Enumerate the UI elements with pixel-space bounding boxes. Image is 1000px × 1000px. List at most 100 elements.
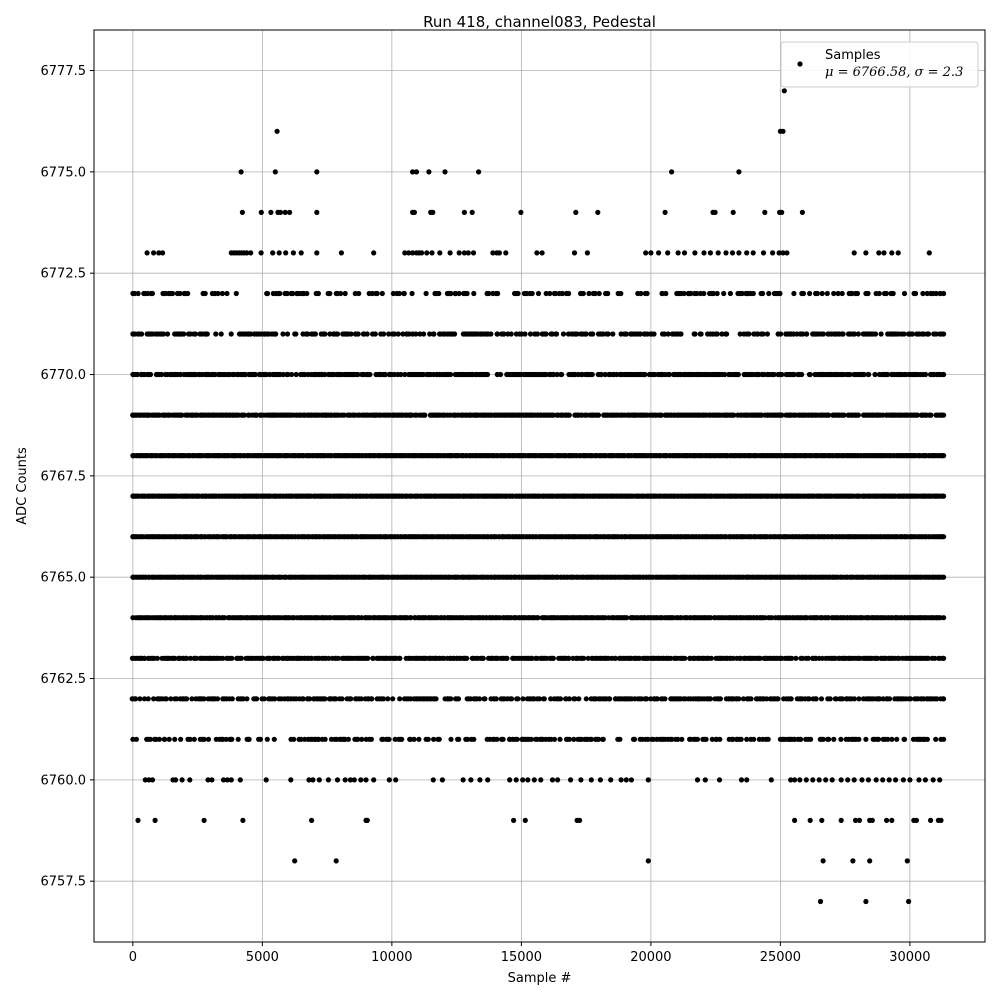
data-point (941, 493, 947, 499)
data-point (535, 615, 541, 621)
data-point (714, 331, 720, 337)
data-point (662, 696, 668, 702)
data-point (922, 371, 929, 378)
data-point (675, 736, 681, 742)
data-point (431, 331, 437, 337)
data-point (776, 250, 782, 256)
data-point (177, 290, 183, 297)
data-point (314, 169, 320, 175)
data-point (863, 250, 869, 256)
data-point (355, 736, 361, 742)
data-point (907, 696, 914, 702)
data-point (539, 250, 545, 256)
data-point (708, 655, 715, 661)
data-point (572, 696, 578, 702)
data-point (159, 371, 165, 378)
data-point (876, 250, 882, 256)
data-point (559, 290, 566, 297)
data-point (130, 331, 136, 337)
data-point (669, 169, 675, 175)
data-point (784, 250, 790, 256)
data-point (430, 209, 436, 215)
data-point (764, 696, 770, 702)
data-point (348, 331, 354, 337)
data-point (172, 655, 178, 661)
data-point (872, 331, 879, 337)
data-point (709, 736, 715, 742)
data-point (573, 209, 579, 215)
data-point (298, 250, 304, 256)
data-point (557, 696, 564, 702)
data-point (662, 209, 668, 215)
data-point (799, 209, 806, 215)
data-point (482, 696, 488, 702)
data-point (739, 290, 745, 297)
data-point (372, 331, 378, 337)
data-point (274, 128, 280, 134)
data-point (173, 696, 180, 702)
data-point (764, 331, 771, 337)
data-point (456, 290, 462, 297)
data-point (241, 412, 247, 418)
data-point (290, 290, 296, 297)
data-point (694, 290, 700, 297)
data-point (883, 290, 889, 297)
data-point (402, 371, 408, 378)
data-point (273, 331, 279, 337)
data-point (413, 169, 420, 175)
data-point (730, 209, 736, 215)
data-point (156, 736, 162, 742)
data-point (280, 371, 286, 378)
data-point (688, 290, 694, 297)
data-point (598, 371, 605, 378)
data-point (400, 331, 406, 337)
data-point (780, 250, 786, 256)
data-point (187, 655, 194, 661)
data-point (452, 331, 458, 337)
data-point (584, 250, 591, 256)
data-point (390, 696, 396, 702)
data-point (707, 250, 714, 256)
data-point (276, 250, 282, 256)
data-point (244, 250, 250, 256)
data-point (229, 655, 235, 661)
data-point (291, 736, 297, 742)
data-point (235, 736, 241, 742)
data-point (228, 331, 234, 337)
data-point (282, 209, 288, 215)
data-point (327, 331, 333, 337)
data-point (248, 250, 254, 256)
data-point (456, 250, 462, 256)
data-point (740, 696, 747, 702)
data-point (717, 696, 724, 702)
data-point (861, 371, 867, 378)
data-point (778, 331, 784, 337)
data-point (172, 736, 178, 742)
data-point (187, 736, 193, 742)
data-point (276, 655, 282, 661)
data-point (135, 290, 141, 297)
data-point (551, 736, 558, 742)
data-point (847, 371, 853, 378)
data-point (541, 696, 547, 702)
data-point (494, 736, 500, 742)
data-point (254, 696, 260, 702)
data-point (364, 331, 370, 337)
data-point (775, 696, 781, 702)
data-point (736, 250, 742, 256)
data-point (382, 371, 388, 378)
data-point (710, 290, 717, 297)
data-point (799, 371, 805, 378)
data-point (497, 371, 504, 378)
data-point (181, 331, 187, 337)
data-point (515, 290, 521, 297)
data-point (941, 615, 947, 621)
data-point (708, 615, 714, 621)
data-point (583, 331, 589, 337)
data-point (338, 290, 344, 297)
data-point (252, 371, 258, 378)
data-point (819, 290, 825, 297)
data-point (144, 250, 150, 256)
data-point (715, 250, 721, 256)
data-point (335, 331, 341, 337)
